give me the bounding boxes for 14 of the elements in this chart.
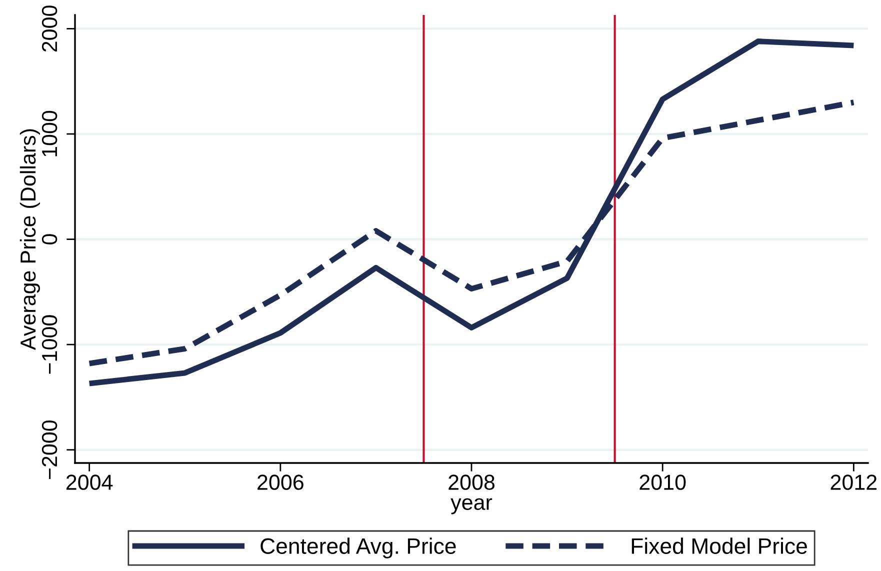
y-axis-title: Average Price (Dollars) [20, 129, 40, 350]
x-tick-label: 2010 [640, 474, 686, 490]
legend-label: Centered Avg. Price [260, 538, 456, 558]
x-tick-label: 2012 [830, 474, 877, 490]
y-tick-label: 2000 [42, 6, 58, 52]
x-axis-title: year [450, 498, 492, 514]
x-tick-label: 2004 [66, 474, 113, 490]
x-tick-label: 2006 [258, 474, 304, 490]
legend-label: Fixed Model Price [632, 538, 807, 554]
y-tick-label: 0 [42, 234, 58, 244]
x-tick-label: 2008 [448, 474, 495, 490]
y-tick-label: −2000 [42, 420, 58, 480]
y-tick-label: −1000 [42, 315, 58, 374]
y-tick-label: 1000 [42, 110, 58, 156]
